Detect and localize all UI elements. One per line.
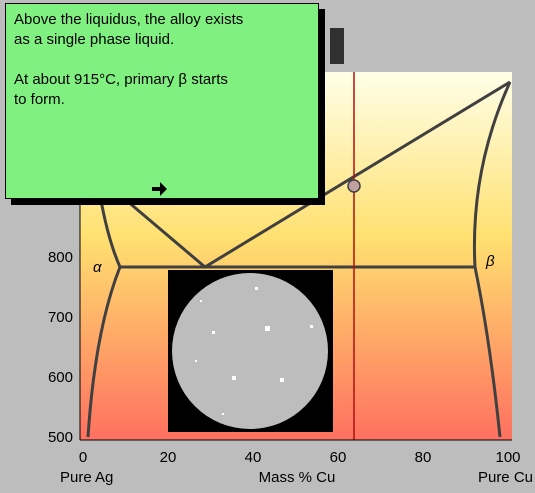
beta-label: β xyxy=(485,253,495,270)
y-tick-label: 800 xyxy=(48,249,73,266)
x-tick-label: 60 xyxy=(330,449,347,466)
x-tick-label: 40 xyxy=(245,449,262,466)
window-edge xyxy=(330,28,344,64)
alpha-label: α xyxy=(93,259,102,276)
x-tick-label: 100 xyxy=(495,449,520,466)
next-arrow[interactable] xyxy=(152,182,168,196)
x-end-right: Pure Cu xyxy=(478,469,533,486)
page: α β Pure Ag Mass % Cu Pure Cu 0 20 40 60 80 1… xyxy=(0,0,535,493)
info-box: Above the liquidus, the alloy exists as … xyxy=(5,3,319,199)
x-tick-label: 0 xyxy=(79,449,87,466)
x-tick-label: 80 xyxy=(415,449,432,466)
x-end-left: Pure Ag xyxy=(60,469,113,486)
info-text: At about 915°C, primary β starts to form… xyxy=(14,70,244,110)
y-tick-label: 600 xyxy=(48,369,73,386)
y-tick-label: 500 xyxy=(48,429,73,446)
y-tick-label: 700 xyxy=(48,309,73,326)
state-point[interactable] xyxy=(348,180,360,192)
grain xyxy=(172,273,328,429)
info-text: Above the liquidus, the alloy exists as … xyxy=(14,10,244,50)
x-axis-label: Mass % Cu xyxy=(259,469,336,486)
x-tick-label: 20 xyxy=(160,449,177,466)
